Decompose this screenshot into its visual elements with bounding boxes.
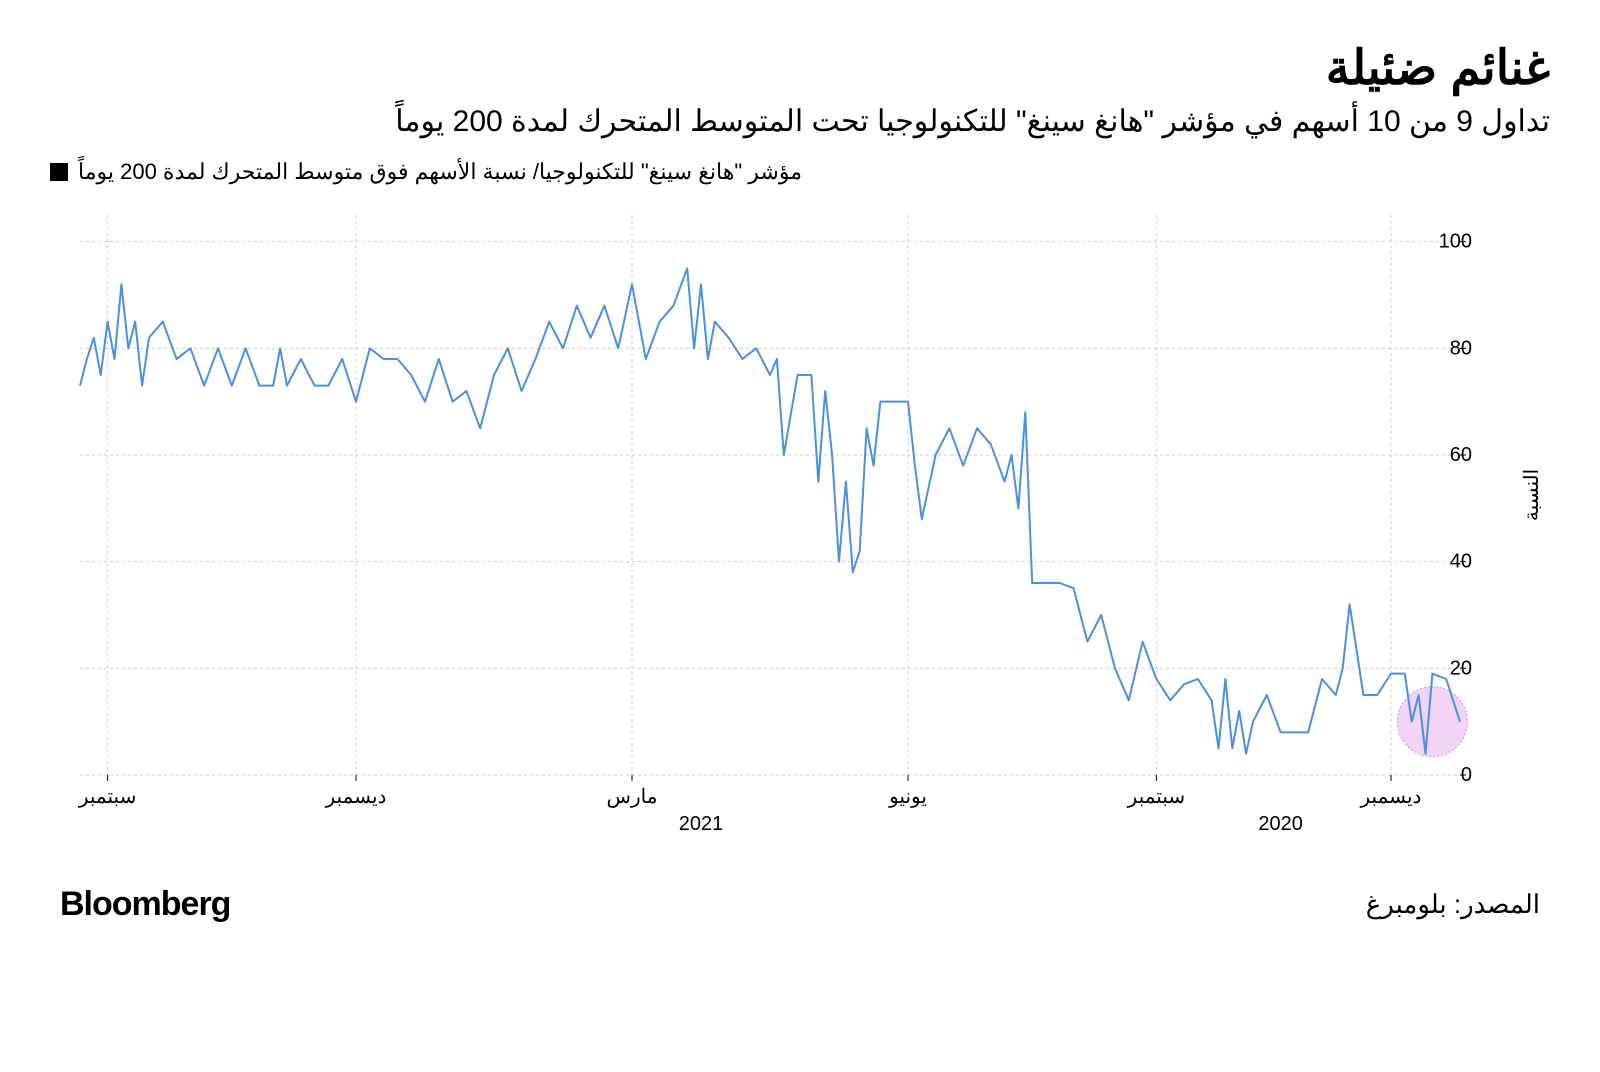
svg-text:100: 100 — [1439, 231, 1472, 253]
chart-subtitle: تداول 9 من 10 أسهم في مؤشر "هانغ سينغ" ل… — [50, 104, 1550, 139]
footer: المصدر: بلومبرغ Bloomberg — [50, 885, 1550, 924]
svg-text:مارس: مارس — [607, 786, 658, 808]
svg-text:ديسمبر: ديسمبر — [1360, 786, 1422, 808]
source-text: المصدر: بلومبرغ — [1366, 889, 1540, 920]
svg-text:سبتمبر: سبتمبر — [78, 786, 136, 808]
svg-text:يونيو: يونيو — [888, 786, 927, 808]
brand-logo: Bloomberg — [60, 885, 230, 924]
svg-text:ديسمبر: ديسمبر — [325, 786, 387, 808]
chart-area: 020406080100سبتمبرديسمبرمارسيونيوسبتمبرد… — [50, 205, 1550, 855]
svg-text:2020: 2020 — [1258, 813, 1303, 835]
legend-label: مؤشر "هانغ سينغ" للتكنولوجيا/ نسبة الأسه… — [78, 159, 802, 185]
chart-title: غنائم ضئيلة — [50, 40, 1550, 96]
line-chart-svg: 020406080100سبتمبرديسمبرمارسيونيوسبتمبرد… — [50, 205, 1550, 855]
legend: مؤشر "هانغ سينغ" للتكنولوجيا/ نسبة الأسه… — [50, 159, 1550, 185]
svg-text:سبتمبر: سبتمبر — [1127, 786, 1185, 808]
svg-text:2021: 2021 — [679, 813, 724, 835]
svg-text:النسبة: النسبة — [1521, 469, 1543, 521]
legend-swatch — [50, 163, 68, 181]
